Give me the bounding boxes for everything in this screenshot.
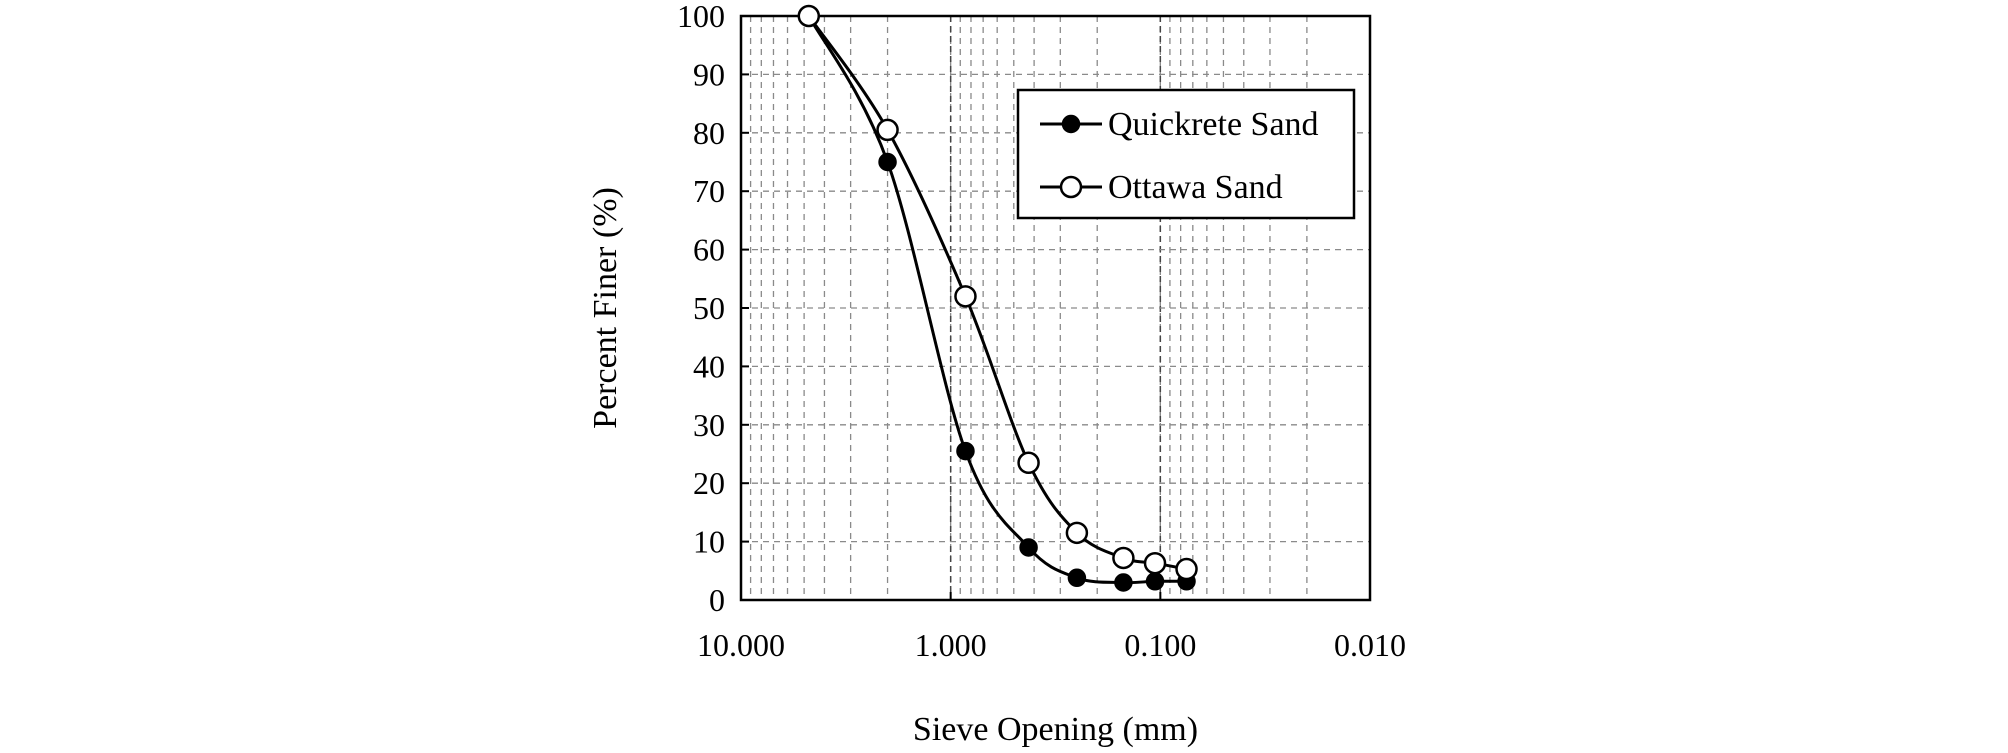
data-point	[876, 118, 899, 142]
legend-label: Quickrete Sand	[1108, 106, 1319, 143]
y-tick-label: 60	[693, 232, 725, 268]
legend: Quickrete Sand Ottawa Sand	[1016, 88, 1356, 220]
x-tick-label: 1.000	[915, 627, 987, 663]
legend-items: Quickrete Sand Ottawa Sand	[1040, 106, 1319, 206]
y-tick-label: 90	[693, 56, 725, 92]
data-point	[956, 441, 975, 461]
data-point	[878, 152, 897, 172]
y-tick-label: 80	[693, 115, 725, 151]
y-tick-label: 70	[693, 173, 725, 209]
legend-marker	[1059, 175, 1083, 199]
y-tick-label: 20	[693, 465, 725, 501]
data-point	[797, 4, 821, 28]
y-axis: 0 10 20 30 40 50 60 70 80 90 100	[677, 0, 749, 618]
data-point	[1143, 551, 1167, 575]
data-point	[1065, 521, 1089, 545]
data-point	[1145, 572, 1165, 591]
x-tick-label: 0.010	[1334, 627, 1406, 663]
grid	[741, 16, 1370, 600]
data-point	[1112, 546, 1135, 570]
x-axis: 10.000 1.000 0.100 0.010	[697, 592, 1406, 663]
y-tick-label: 40	[693, 348, 725, 384]
data-point	[1017, 451, 1040, 475]
legend-item-quickrete-sand: Quickrete Sand	[1040, 106, 1319, 143]
series-ottawa-sand	[797, 4, 1198, 581]
legend-label: Ottawa Sand	[1108, 169, 1283, 206]
y-tick-label: 100	[677, 0, 725, 34]
data-point	[1175, 557, 1198, 581]
y-tick-label: 0	[709, 582, 725, 618]
y-axis-title: Percent Finer (%)	[587, 187, 624, 429]
x-axis-title: Sieve Opening (mm)	[913, 711, 1198, 748]
y-tick-label: 50	[693, 290, 725, 326]
y-tick-label: 10	[693, 524, 725, 560]
data-point	[954, 285, 977, 308]
x-tick-label: 0.100	[1124, 627, 1196, 663]
y-tick-label: 30	[693, 407, 725, 443]
series-layer	[797, 4, 1198, 592]
legend-marker	[1061, 114, 1081, 134]
data-point	[1067, 568, 1087, 588]
data-point	[1019, 538, 1038, 557]
legend-item-ottawa-sand: Ottawa Sand	[1040, 169, 1283, 206]
data-point	[1114, 573, 1133, 592]
x-tick-label: 10.000	[697, 627, 785, 663]
